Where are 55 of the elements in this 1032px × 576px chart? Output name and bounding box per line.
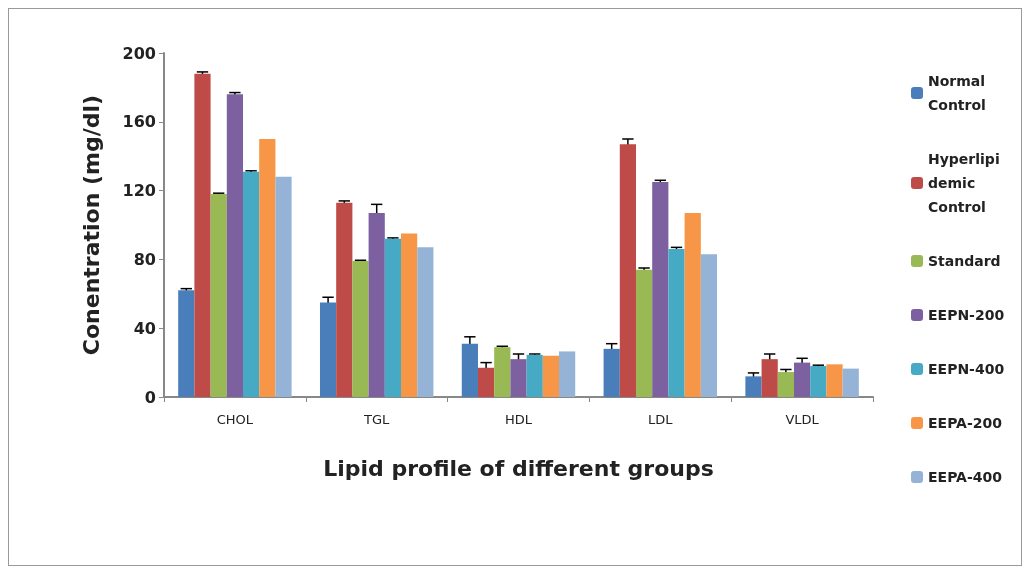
bar bbox=[336, 202, 353, 397]
bar bbox=[668, 249, 685, 397]
bar bbox=[210, 194, 227, 397]
legend-label: Hyperlipidemic Control bbox=[928, 151, 1000, 215]
bar bbox=[810, 366, 827, 397]
y-tick-label: 160 bbox=[122, 112, 156, 132]
bar bbox=[619, 144, 636, 397]
legend-label: EEPA-200 bbox=[928, 415, 1003, 431]
y-tick-label: 200 bbox=[122, 43, 156, 63]
bar bbox=[352, 261, 369, 397]
x-tick-label: TGL bbox=[363, 412, 391, 427]
bar bbox=[777, 372, 794, 397]
bar bbox=[761, 359, 778, 397]
legend-label: EEPN-200 bbox=[928, 307, 1005, 323]
y-tick-label: 0 bbox=[144, 387, 156, 407]
bar bbox=[842, 368, 859, 397]
bar bbox=[194, 73, 211, 397]
bar bbox=[603, 348, 620, 397]
bar bbox=[401, 233, 418, 397]
bar bbox=[243, 171, 260, 397]
bar bbox=[542, 355, 560, 397]
bar bbox=[477, 367, 495, 397]
bar bbox=[794, 362, 811, 397]
bar bbox=[684, 212, 701, 397]
y-axis-title: Conentration (mg/dl) bbox=[78, 94, 104, 356]
bar bbox=[635, 269, 653, 397]
x-tick-label: CHOL bbox=[216, 412, 254, 427]
bar bbox=[700, 254, 718, 397]
bar bbox=[417, 247, 434, 397]
x-tick-label: LDL bbox=[648, 412, 674, 427]
legend-label: Normal Control bbox=[928, 73, 990, 113]
bar bbox=[826, 364, 843, 397]
x-tick-label: HDL bbox=[504, 412, 533, 427]
legend-label: EEPN-400 bbox=[928, 361, 1005, 377]
bar bbox=[526, 354, 543, 397]
y-tick-label: 120 bbox=[122, 181, 156, 201]
bar bbox=[461, 343, 478, 397]
bar bbox=[259, 139, 276, 397]
bar bbox=[368, 212, 385, 397]
legend-label: Standard bbox=[928, 253, 1001, 269]
bar bbox=[384, 238, 402, 397]
bar bbox=[226, 94, 243, 397]
bar bbox=[319, 302, 337, 397]
bar bbox=[275, 176, 292, 397]
bar bbox=[178, 290, 195, 397]
bar bbox=[745, 376, 762, 397]
x-tick-label: VLDL bbox=[785, 412, 820, 427]
y-tick-label: 80 bbox=[133, 249, 156, 269]
bar bbox=[652, 182, 669, 397]
bar bbox=[494, 347, 511, 397]
y-tick-label: 40 bbox=[133, 318, 156, 338]
legend-label: EEPA-400 bbox=[928, 469, 1003, 485]
bar bbox=[510, 359, 527, 397]
bar bbox=[559, 351, 576, 397]
x-axis-title: Lipid profile of different groups bbox=[323, 455, 714, 481]
